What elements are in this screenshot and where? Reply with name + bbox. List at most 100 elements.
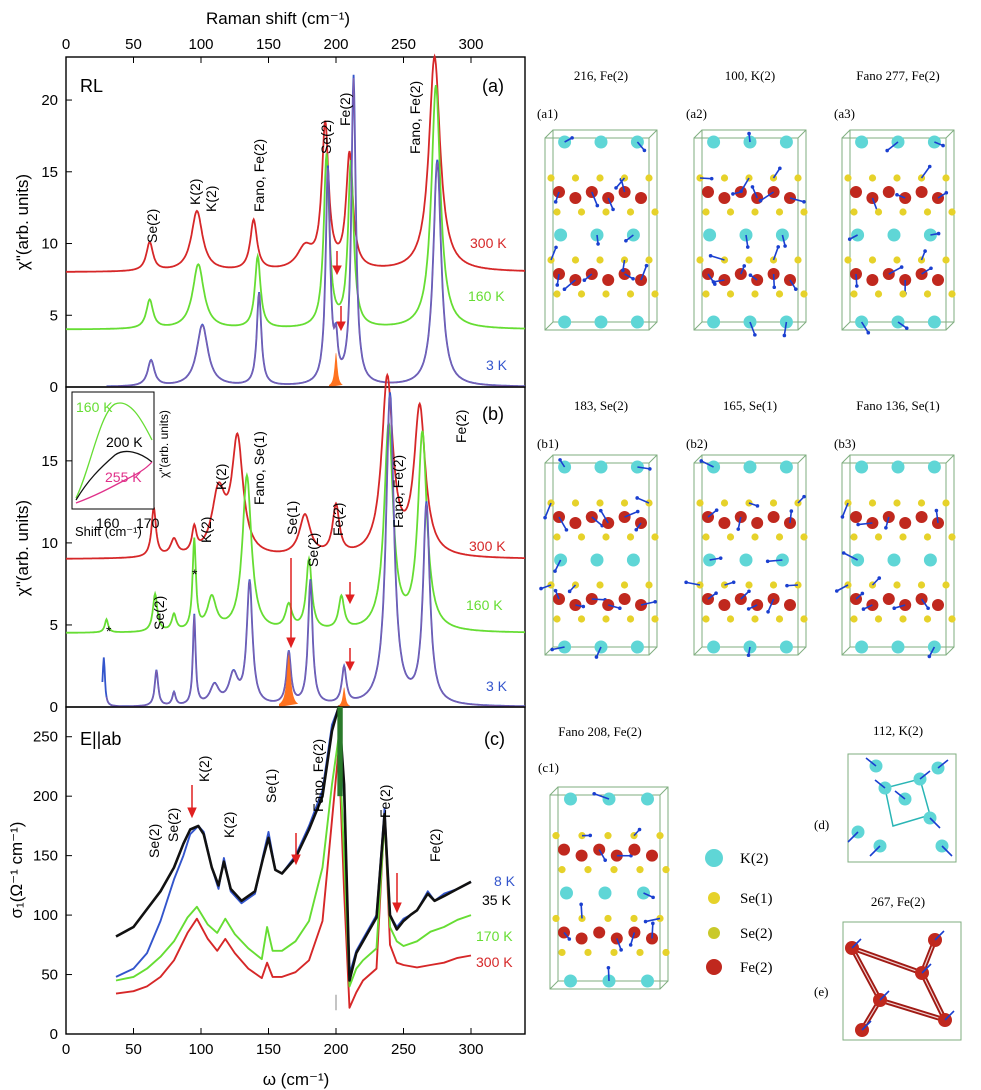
arrowhead xyxy=(595,203,600,208)
structure-a1 xyxy=(544,129,659,331)
displacement-arrow xyxy=(789,510,793,524)
k-atom xyxy=(927,315,941,329)
arrowhead xyxy=(651,895,655,900)
displacement-arrow xyxy=(929,817,941,829)
arrowhead xyxy=(860,591,865,596)
arrowhead xyxy=(564,528,569,532)
displacement-arrow xyxy=(935,510,939,524)
fe-atom xyxy=(850,186,862,198)
c-temp-300: 300 K xyxy=(476,954,513,970)
arrowhead xyxy=(748,273,753,277)
displacement-arrow xyxy=(860,321,869,334)
structure-tag: (e) xyxy=(814,984,828,999)
arrowhead xyxy=(746,607,751,611)
arrowhead xyxy=(841,551,846,555)
se-atom xyxy=(651,208,659,216)
se-atom xyxy=(751,533,759,541)
displacement-arrow xyxy=(841,502,849,518)
k-atom xyxy=(564,792,577,806)
k-atom xyxy=(707,135,721,149)
arrowhead xyxy=(855,284,859,288)
arrowhead xyxy=(802,494,806,499)
arrowhead xyxy=(631,277,635,281)
se-atom xyxy=(917,581,926,589)
k-atom xyxy=(891,460,905,474)
arrowhead xyxy=(789,509,794,513)
fit-curve xyxy=(106,77,525,387)
structure-title: 216, Fe(2) xyxy=(574,68,628,83)
displacement-arrow xyxy=(607,604,621,610)
displacement-arrow xyxy=(713,279,725,283)
se-atom xyxy=(800,290,808,298)
displacement-arrow xyxy=(781,234,786,247)
se-atom xyxy=(620,499,629,507)
arrowhead xyxy=(747,589,751,594)
legend-k-dot xyxy=(705,849,723,867)
se-atom xyxy=(751,290,759,298)
displacement-arrow xyxy=(591,516,603,527)
c-label-se2-b: Se(2) xyxy=(165,808,181,842)
arrowhead xyxy=(558,458,562,462)
highlighted-mode xyxy=(337,687,351,707)
y-tick-label: 50 xyxy=(41,967,58,984)
se-atom xyxy=(620,581,629,589)
arrowhead xyxy=(592,791,596,796)
panel-b: χ"(arb. units) (b) 0 5 10 15 Se(2) K(2) K(2… xyxy=(13,372,526,716)
displacement-arrow xyxy=(651,923,654,939)
se-atom xyxy=(745,581,753,589)
x-tick-label: 0 xyxy=(62,36,70,53)
se-atom xyxy=(751,208,759,216)
k-atom xyxy=(594,460,608,474)
fe-atom xyxy=(569,517,582,529)
cell-edge xyxy=(648,321,658,331)
a-label-fe2: Fe(2) xyxy=(337,93,353,126)
structure-b3 xyxy=(834,454,956,659)
b-label-k2-b: K(2) xyxy=(213,464,229,490)
displacement-arrow xyxy=(745,234,749,248)
se-atom xyxy=(645,174,653,182)
fe-atom xyxy=(628,843,641,856)
displacement-arrow xyxy=(740,590,750,600)
k-atom xyxy=(554,228,568,242)
a-arrows xyxy=(332,251,346,332)
se-atom xyxy=(626,290,635,298)
arrowhead xyxy=(708,253,713,258)
cell-edge xyxy=(693,646,703,656)
se-atom xyxy=(626,615,635,623)
displacement-arrow xyxy=(783,321,788,336)
arrowhead xyxy=(718,556,723,560)
fe-atom xyxy=(702,186,714,198)
displacement-arrow xyxy=(624,510,639,518)
se-atom xyxy=(726,615,735,623)
displacement-arrow xyxy=(937,759,949,769)
fe-atom xyxy=(575,932,588,945)
arrowhead xyxy=(621,268,625,273)
fe-atom xyxy=(932,599,944,611)
displacement-arrow xyxy=(737,516,742,530)
displacement-arrow xyxy=(640,265,648,281)
cell-edge xyxy=(544,454,554,464)
arrowhead xyxy=(714,591,718,596)
x-tick-label: 150 xyxy=(256,1041,281,1058)
b-star-2: * xyxy=(192,566,198,582)
arrowhead xyxy=(635,509,640,514)
b-label-fe2: Fe(2) xyxy=(330,503,346,536)
y-tick-label: 0 xyxy=(50,379,58,396)
arrowhead xyxy=(927,164,932,169)
se-atom xyxy=(626,208,635,216)
arrowhead xyxy=(892,606,897,610)
se-atom xyxy=(800,533,808,541)
a-temp-300: 300 K xyxy=(470,235,507,251)
se-atom xyxy=(604,832,612,840)
se-atom xyxy=(636,948,644,957)
arrowhead xyxy=(598,508,603,513)
displacement-arrow xyxy=(554,559,562,572)
arrowhead xyxy=(555,283,560,287)
se-atom xyxy=(596,174,604,182)
displacement-arrow xyxy=(772,246,779,261)
y-tick-label: 20 xyxy=(41,92,58,109)
se-atom xyxy=(874,533,883,541)
legend-se1: Se(1) xyxy=(740,891,773,907)
panel-a: Raman shift (cm⁻¹) χ"(arb. units) RL (a)… xyxy=(13,9,526,396)
